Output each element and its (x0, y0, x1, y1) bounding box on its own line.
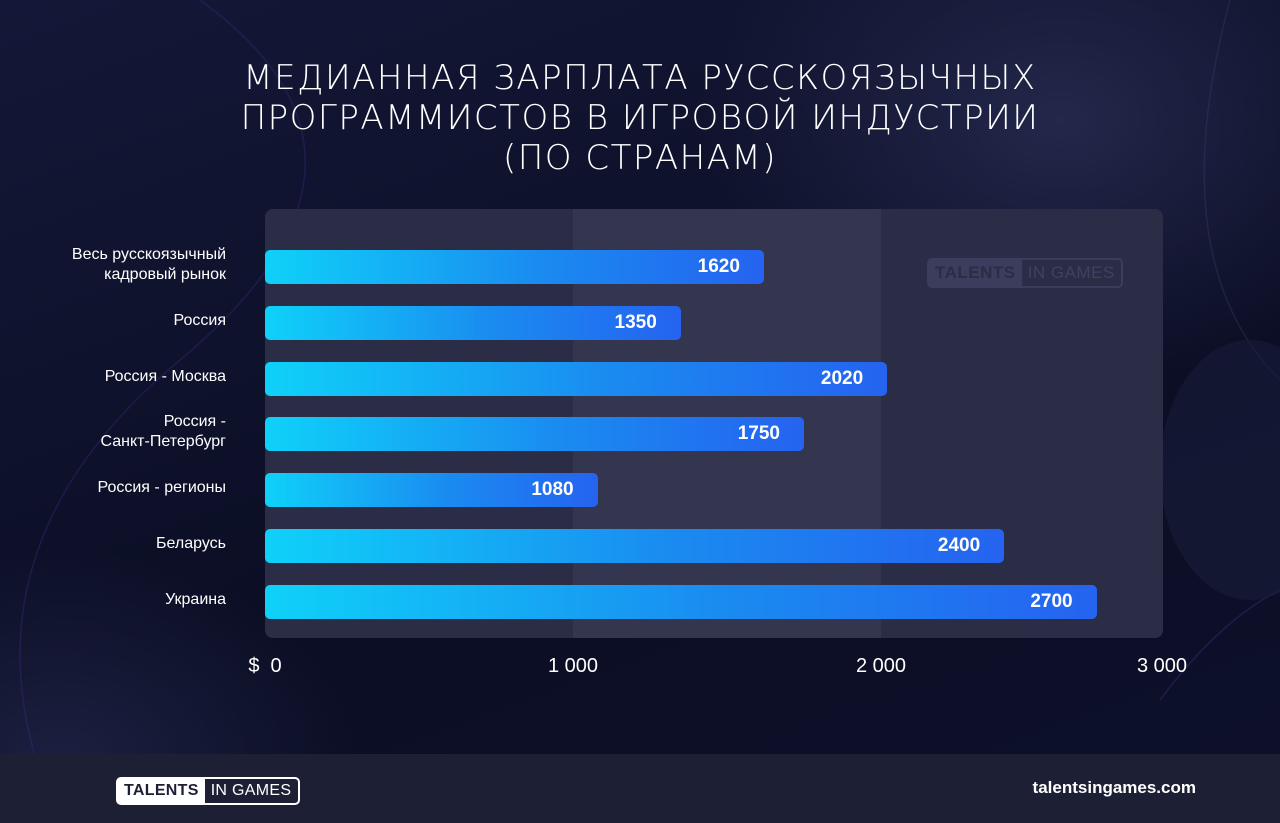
footer-logo-part-2: IN GAMES (210, 782, 292, 799)
x-tick-label: 2 000 (855, 655, 907, 677)
bar-value-label: 1350 (614, 311, 657, 333)
x-tick-label: 1 000 (547, 655, 599, 677)
title-line-2: ПРОГРАММИСТОВ В ИГРОВОЙ ИНДУСТРИИ (240, 98, 1040, 138)
footer-website: talentsingames.com (1032, 778, 1196, 797)
bar: 1080 (265, 473, 598, 508)
bar: 1620 (265, 250, 764, 284)
title-line-1: МЕДИАННАЯ ЗАРПЛАТА РУССКОЯЗЫЧНЫХ (243, 58, 1037, 98)
footer-logo: TALENTS IN GAMES (116, 777, 301, 805)
watermark-part-1: TALENTS (929, 260, 1022, 286)
bar: 2020 (265, 361, 888, 396)
category-label: Украина (165, 590, 226, 608)
bar-value-label: 2400 (937, 535, 981, 556)
bar-value-label: 1620 (697, 256, 740, 277)
title-line-3: (ПО СТРАНАМ) (502, 138, 778, 178)
bar-value-label: 1080 (531, 479, 574, 501)
x-tick-label: 3 000 (1136, 655, 1188, 677)
category-label: Россия - регионы (97, 479, 227, 497)
chart-title: МЕДИАННАЯ ЗАРПЛАТА РУССКОЯЗЫЧНЫХ ПРОГРАМ… (140, 58, 1140, 178)
bar-value-label: 2020 (820, 367, 864, 389)
footer-logo-part-1: TALENTS (118, 779, 205, 803)
category-label: Россия (173, 311, 226, 329)
bar: 1350 (265, 305, 681, 340)
bar-value-label: 1750 (737, 423, 780, 445)
bar: 1750 (265, 417, 804, 452)
category-label: Беларусь (156, 535, 226, 552)
category-label: Весь русскоязычный кадровый рынок (71, 246, 226, 283)
x-tick-label: $ 0 (248, 655, 282, 677)
category-label: Россия - Санкт-Петербург (100, 413, 226, 451)
bar: 2700 (265, 584, 1097, 619)
watermark-part-2: IN GAMES (1027, 263, 1115, 282)
category-label: Россия - Москва (104, 367, 226, 385)
watermark-logo: TALENTS IN GAMES (927, 258, 1123, 288)
bar: 2400 (265, 529, 1005, 563)
bar-value-label: 2700 (1030, 590, 1073, 612)
footer-bar (0, 754, 1280, 823)
